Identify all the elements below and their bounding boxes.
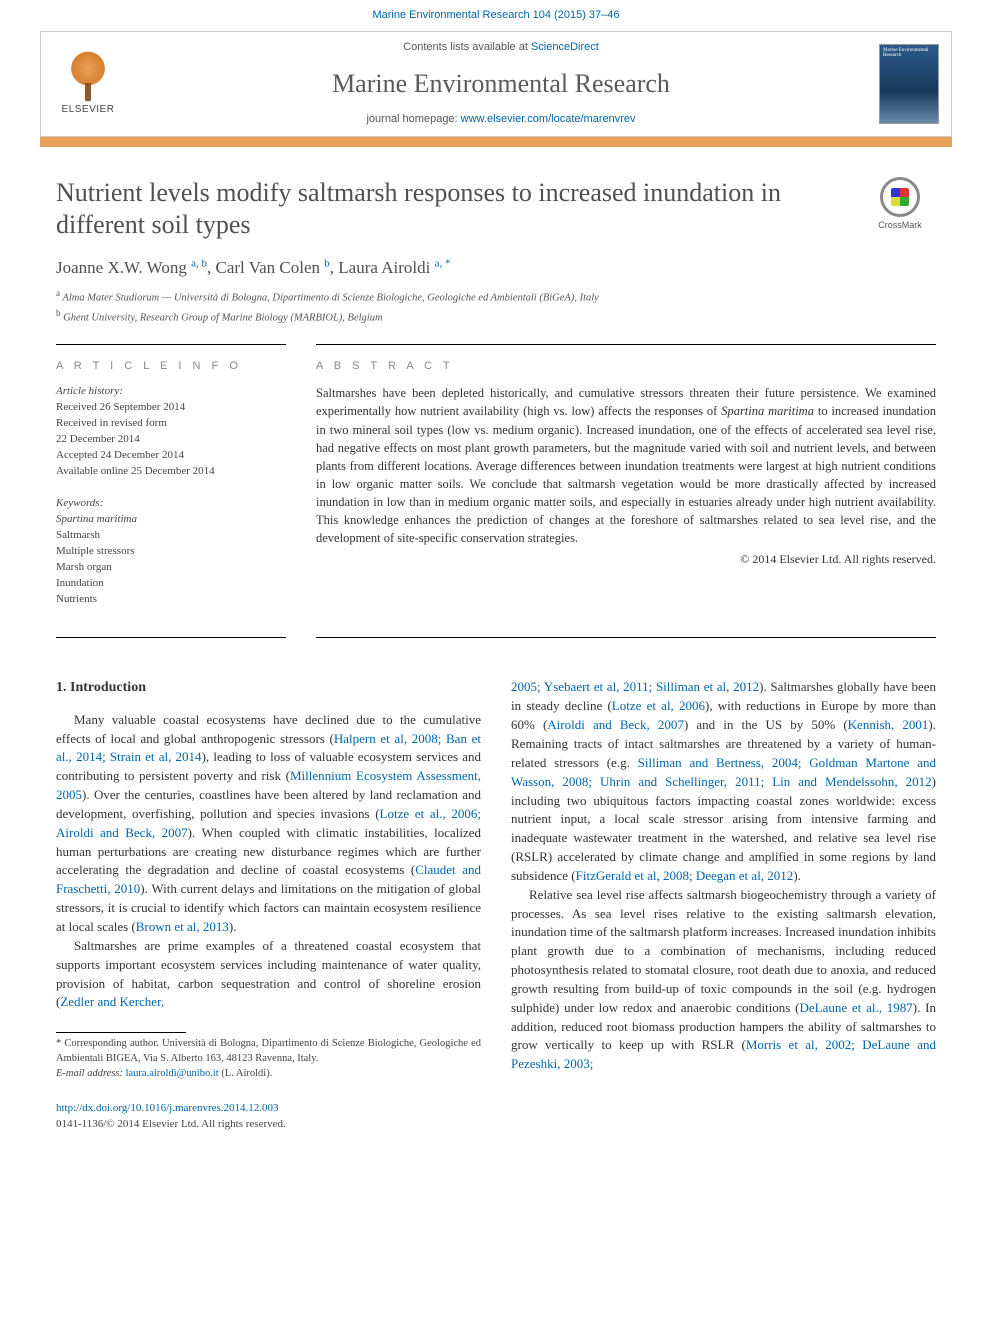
body-columns: 1. Introduction Many valuable coastal ec… [56,678,936,1081]
article-area: Nutrient levels modify saltmarsh respons… [0,147,992,1153]
authors-line: Joanne X.W. Wong a, b, Carl Van Colen b,… [56,256,936,280]
affiliation-line: b Ghent University, Research Group of Ma… [56,307,936,326]
abstract-copyright: © 2014 Elsevier Ltd. All rights reserved… [316,551,936,568]
history-line: Received 26 September 2014 [56,400,286,416]
corresponding-footnote: * Corresponding author. Università di Bo… [56,1037,481,1081]
article-info-column: A R T I C L E I N F O Article history: R… [56,344,286,624]
running-citation: Marine Environmental Research 104 (2015)… [0,0,992,27]
article-title: Nutrient levels modify saltmarsh respons… [56,177,848,242]
crossmark-icon [880,177,920,217]
title-row: Nutrient levels modify saltmarsh respons… [56,177,936,242]
contents-line: Contents lists available at ScienceDirec… [123,40,879,55]
history-line: Received in revised form [56,416,286,432]
keyword-line: Saltmarsh [56,528,286,544]
corresponding-email-link[interactable]: laura.airoldi@unibo.it [126,1068,219,1079]
journal-header-box: ELSEVIER Contents lists available at Sci… [40,31,952,136]
email-suffix: (L. Airoldi). [221,1068,272,1079]
keyword-line: Spartina maritima [56,512,286,528]
cover-label: Marine Environmental Research [883,48,935,59]
keyword-line: Multiple stressors [56,544,286,560]
history-line: Available online 25 December 2014 [56,464,286,480]
history-line: 22 December 2014 [56,432,286,448]
footer-block: http://dx.doi.org/10.1016/j.marenvres.20… [56,1101,936,1132]
journal-name: Marine Environmental Research [123,66,879,102]
affiliations: a Alma Mater Studiorum — Università di B… [56,287,936,326]
history-line: Accepted 24 December 2014 [56,448,286,464]
info-abstract-bottom-rules [56,637,936,638]
orange-rule [40,137,952,147]
abstract-column: A B S T R A C T Saltmarshes have been de… [316,344,936,624]
article-history-block: Article history: Received 26 September 2… [56,384,286,480]
body-column-left: 1. Introduction Many valuable coastal ec… [56,678,481,1081]
body-paragraph: Saltmarshes are prime examples of a thre… [56,937,481,1012]
article-info-label: A R T I C L E I N F O [56,359,286,374]
doi-link[interactable]: http://dx.doi.org/10.1016/j.marenvres.20… [56,1102,279,1114]
crossmark-badge[interactable]: CrossMark [864,177,936,232]
rule-left [56,637,286,638]
elsevier-logo[interactable]: ELSEVIER [53,44,123,124]
body-paragraph: Relative sea level rise affects saltmars… [511,886,936,1074]
keyword-line: Marsh organ [56,560,286,576]
crossmark-label: CrossMark [878,219,922,232]
corresponding-text: * Corresponding author. Università di Bo… [56,1037,481,1066]
keywords-block: Keywords: Spartina maritimaSaltmarshMult… [56,496,286,608]
elsevier-tree-icon [63,51,113,101]
homepage-prefix: journal homepage: [366,113,460,125]
article-history-label: Article history: [56,384,286,400]
issn-copyright: 0141-1136/© 2014 Elsevier Ltd. All right… [56,1117,936,1132]
journal-cover-thumb[interactable]: Marine Environmental Research [879,44,939,124]
homepage-line: journal homepage: www.elsevier.com/locat… [123,112,879,127]
affiliation-line: a Alma Mater Studiorum — Università di B… [56,287,936,306]
keyword-line: Nutrients [56,592,286,608]
elsevier-label: ELSEVIER [62,103,115,117]
section-heading-introduction: 1. Introduction [56,678,481,698]
abstract-text: Saltmarshes have been depleted historica… [316,384,936,547]
body-paragraph: 2005; Ysebaert et al, 2011; Silliman et … [511,678,936,885]
footnote-rule [56,1032,186,1033]
sciencedirect-link[interactable]: ScienceDirect [531,41,599,53]
contents-prefix: Contents lists available at [403,41,531,53]
keywords-label: Keywords: [56,496,286,512]
homepage-link[interactable]: www.elsevier.com/locate/marenvrev [461,113,636,125]
header-center: Contents lists available at ScienceDirec… [123,40,879,127]
body-paragraph: Many valuable coastal ecosystems have de… [56,711,481,937]
rule-right [316,637,936,638]
email-label: E-mail address: [56,1068,123,1079]
info-abstract-row: A R T I C L E I N F O Article history: R… [56,344,936,624]
body-column-right: 2005; Ysebaert et al, 2011; Silliman et … [511,678,936,1081]
keyword-line: Inundation [56,576,286,592]
abstract-label: A B S T R A C T [316,359,936,374]
